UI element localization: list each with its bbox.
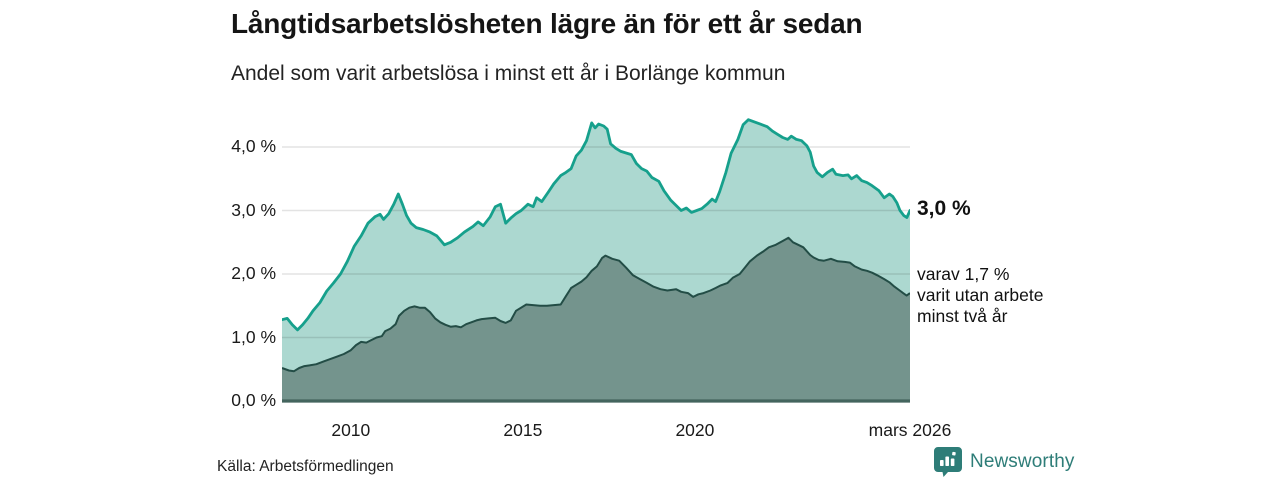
- line-one-year: [282, 118, 910, 332]
- page-subtitle: Andel som varit arbetslösa i minst ett å…: [231, 62, 786, 85]
- brand-name: Newsworthy: [970, 451, 1075, 472]
- source-note: Källa: Arbetsförmedlingen: [217, 458, 394, 475]
- x-tick-label: mars 2026: [868, 420, 952, 440]
- end-value-label: 3,0 %: [917, 197, 971, 220]
- newsworthy-logo-icon: [934, 447, 962, 477]
- area-two-years: [282, 237, 910, 401]
- y-tick-label: 4,0 %: [231, 136, 276, 156]
- y-tick-label: 2,0 %: [231, 263, 276, 283]
- y-tick-label: 1,0 %: [231, 326, 276, 347]
- x-tick-label: 2015: [503, 420, 543, 440]
- brand-lockup: Newsworthy: [933, 446, 1074, 478]
- y-tick-label: 0,0 %: [231, 390, 276, 410]
- chart-area: [282, 118, 910, 403]
- x-tick-label: 2010: [331, 420, 371, 440]
- line-two-years: [282, 236, 910, 373]
- page-title: Långtidsarbetslösheten lägre än för ett …: [231, 8, 863, 39]
- two-year-note-label: varav 1,7 % varit utan arbete minst två …: [917, 264, 1044, 326]
- y-tick-label: 3,0 %: [231, 199, 276, 220]
- x-tick-label: 2020: [675, 420, 715, 440]
